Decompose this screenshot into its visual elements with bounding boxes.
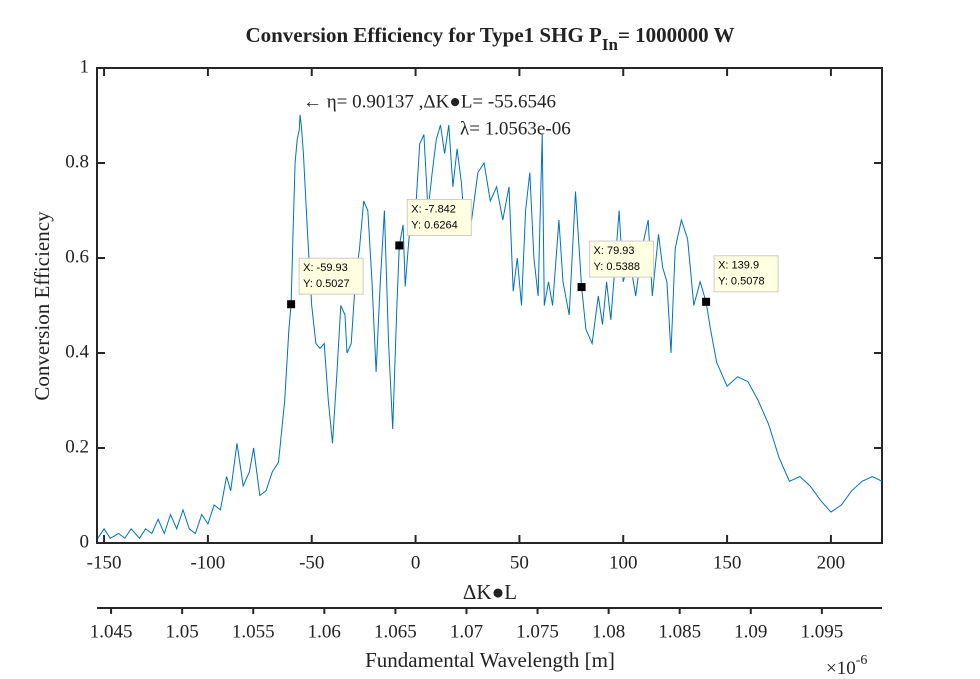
title-end: = 1000000 W	[618, 23, 735, 47]
datatip-box	[298, 257, 364, 295]
data-line	[97, 114, 883, 540]
x-tick-label: 100	[609, 552, 638, 573]
datatip-y: Y: 0.5388	[594, 261, 641, 273]
x-tick-label: -50	[299, 552, 324, 573]
x2-multiplier: ×10-6	[826, 653, 867, 679]
x2-tick-label: 1.05	[166, 621, 199, 642]
y-tick-label: 0	[80, 531, 90, 552]
x2-tick-label: 1.045	[90, 621, 133, 642]
chart-title: Conversion Efficiency for Type1 SHG PIn=…	[245, 23, 734, 54]
datatip-marker	[287, 300, 296, 309]
x2-tick-label: 1.055	[232, 621, 275, 642]
annotation: ← η= 0.90137 ,ΔK●L= -55.6546	[303, 91, 556, 112]
x-axis-label: ΔK●L	[463, 580, 517, 604]
x2-tick-label: 1.06	[308, 621, 341, 642]
y-tick-label: 0.6	[65, 246, 89, 267]
x-tick-label: -150	[87, 552, 122, 573]
datatip-marker	[702, 297, 711, 306]
datatip-box	[406, 198, 472, 236]
title-main: Conversion Efficiency for Type1 SHG P	[245, 23, 602, 47]
datatip-box	[589, 240, 655, 278]
x-tick-label: 150	[713, 552, 742, 573]
x2-tick-label: 1.075	[516, 621, 559, 642]
x2-tick-label: 1.09	[734, 621, 767, 642]
x2-multiplier-exp: -6	[856, 653, 868, 668]
x-tick-label: 0	[411, 552, 421, 573]
datatip-x: X: 79.93	[594, 245, 635, 257]
y-tick-label: 0.8	[65, 151, 89, 172]
datatip-y: Y: 0.5027	[303, 278, 350, 290]
x2-multiplier-base: ×10	[826, 658, 856, 679]
y-tick-label: 0.4	[65, 341, 89, 362]
x-tick-label: 50	[510, 552, 529, 573]
x-tick-label: 200	[817, 552, 846, 573]
datatip-marker	[395, 241, 404, 250]
x-tick-label: -100	[190, 552, 225, 573]
y-axis-label: Conversion Efficiency	[30, 211, 54, 401]
x2-tick-label: 1.08	[592, 621, 625, 642]
datatip-x: X: -59.93	[303, 262, 348, 274]
annotation: λ= 1.0563e-06	[460, 118, 571, 139]
plot-frame	[96, 67, 883, 544]
x2-axis-label: Fundamental Wavelength [m]	[365, 648, 615, 672]
datatip-x: X: -7.842	[411, 203, 456, 215]
y-tick-label: 1	[80, 56, 90, 77]
x2-tick-label: 1.095	[800, 621, 843, 642]
datatip-y: Y: 0.6264	[411, 219, 458, 231]
x2-tick-label: 1.065	[374, 621, 417, 642]
title-sub: In	[602, 35, 619, 54]
x2-tick-label: 1.07	[450, 621, 483, 642]
datatip-x: X: 139.9	[718, 260, 759, 272]
datatip-box	[713, 255, 779, 293]
y-tick-label: 0.2	[65, 436, 89, 457]
datatip-y: Y: 0.5078	[718, 276, 765, 288]
x2-tick-label: 1.085	[658, 621, 701, 642]
datatip-marker	[577, 283, 586, 292]
